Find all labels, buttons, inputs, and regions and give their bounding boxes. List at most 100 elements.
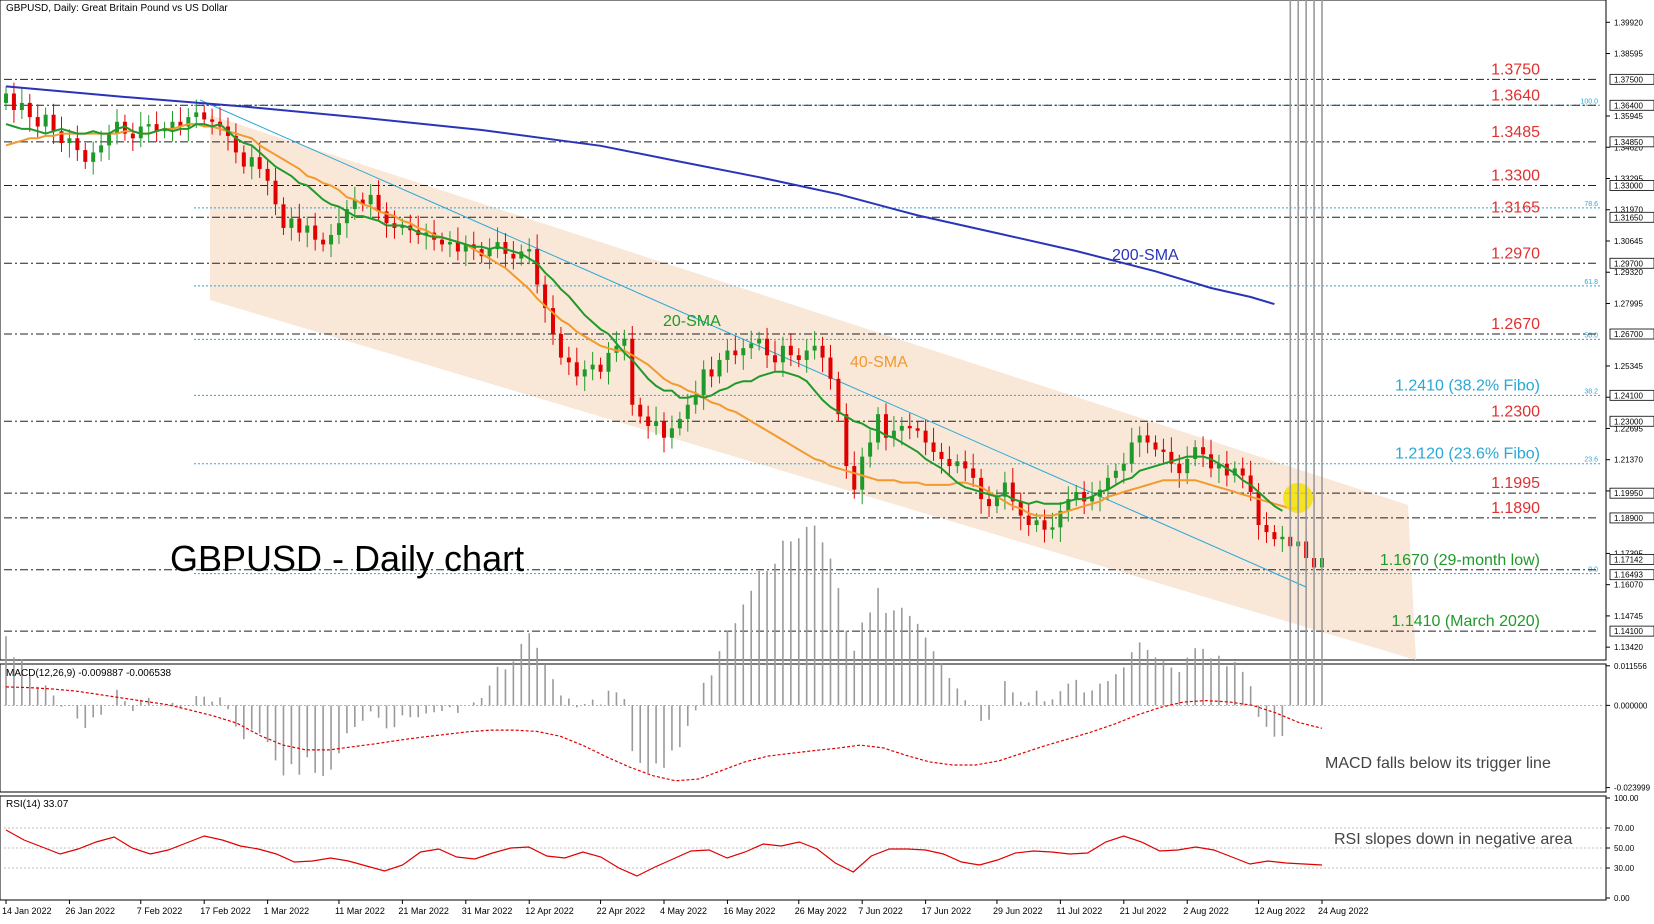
candle-body	[654, 421, 659, 426]
candle-body	[257, 157, 262, 169]
candle-body	[1193, 447, 1198, 459]
level-lines	[4, 78, 1598, 632]
price-box	[1609, 328, 1654, 340]
candle-body	[43, 114, 48, 127]
candle-body	[162, 128, 167, 132]
candle-body	[630, 338, 635, 405]
candle-body	[566, 357, 571, 363]
candle-body	[574, 362, 579, 377]
candle-body	[1066, 499, 1071, 511]
level-label: 1.3300	[1491, 167, 1540, 184]
candle-body	[146, 124, 151, 127]
date-tick-label: 2 Aug 2022	[1183, 906, 1229, 916]
candle-body	[1169, 451, 1174, 464]
candle-body	[495, 242, 500, 250]
candle-body	[1050, 527, 1055, 530]
price-tick-label: 1.34620	[1614, 143, 1643, 152]
candle-body	[1264, 525, 1269, 533]
candle-body	[1058, 510, 1063, 528]
candle-body	[210, 119, 215, 122]
candle-body	[1082, 491, 1087, 502]
candle-body	[384, 211, 389, 224]
candle-body	[590, 364, 595, 370]
candle-body	[1145, 435, 1150, 443]
price-axis: 1.39920 1.38595 1.35945 1.34620 1.33295 1.319…	[1606, 18, 1654, 652]
candle-body	[4, 93, 8, 103]
candle-body	[796, 355, 801, 360]
candle-body	[440, 239, 445, 245]
candle-body	[733, 350, 738, 356]
big-title: GBPUSD - Daily chart	[170, 538, 524, 579]
date-tick-label: 17 Jun 2022	[922, 906, 972, 916]
rsi-tick-label: 30.00	[1614, 864, 1635, 873]
price-tick-label: 1.21370	[1614, 456, 1643, 465]
rsi-tick-label: 50.00	[1614, 844, 1635, 853]
candle-body	[99, 145, 104, 153]
candle-body	[1224, 463, 1229, 476]
price-box	[1609, 136, 1654, 148]
candle-body	[368, 194, 373, 205]
level-label: 1.3485	[1491, 124, 1540, 141]
candle-body	[233, 135, 238, 153]
candle-body	[447, 242, 452, 245]
candle-body	[614, 345, 619, 353]
candle-body	[899, 425, 904, 431]
rsi-axis: 100.00 70.00 50.00 30.00 0.00	[1606, 794, 1639, 903]
price-box-label: 1.23000	[1614, 417, 1643, 426]
candle-body	[1002, 482, 1007, 497]
macd-note: MACD falls below its trigger line	[1325, 755, 1551, 772]
date-tick-label: 24 Aug 2022	[1318, 906, 1369, 916]
candle-body	[455, 242, 460, 252]
price-box-label: 1.36400	[1614, 101, 1643, 110]
sma40-line	[5, 123, 1299, 517]
date-tick-label: 14 Jan 2022	[2, 906, 52, 916]
candle-body	[424, 232, 429, 235]
candle-body	[812, 345, 817, 351]
level-label: 1.2120 (23.6% Fibo)	[1395, 446, 1540, 463]
rsi-note: RSI slopes down in negative area	[1334, 831, 1572, 848]
candle-body	[741, 348, 746, 356]
candle-body	[717, 359, 722, 377]
candle-body	[503, 242, 508, 254]
candle-body	[765, 338, 770, 356]
fibo-ratio: 50.0	[1584, 332, 1598, 339]
candle-body	[297, 218, 302, 233]
candle-body	[1090, 496, 1095, 502]
sma20-line	[5, 122, 1283, 512]
price-box	[1609, 180, 1654, 191]
candle-body	[83, 150, 88, 162]
candle-body	[1034, 520, 1039, 526]
candle-body	[551, 308, 556, 335]
date-tick-label: 21 Mar 2022	[398, 906, 449, 916]
candle-body	[725, 350, 730, 360]
rsi-tick-label: 100.00	[1614, 794, 1639, 803]
candle-body	[336, 223, 341, 235]
date-tick-label: 11 Jul 2022	[1056, 906, 1102, 916]
price-box	[1609, 512, 1654, 524]
candle-body	[1272, 532, 1277, 540]
candle-body	[915, 428, 920, 431]
candle-body	[780, 345, 785, 363]
level-label: 1.2410 (38.2% Fibo)	[1395, 377, 1540, 394]
candle-body	[543, 284, 548, 309]
level-label: 1.2670	[1491, 316, 1540, 333]
candle-body	[677, 418, 682, 429]
candle-body	[1209, 454, 1214, 469]
candle-body	[376, 194, 381, 212]
candle-body	[305, 225, 310, 233]
candle-body	[35, 117, 40, 127]
candle-body	[971, 468, 976, 478]
macd-signal-line	[5, 686, 1323, 782]
price-box-label: 1.34850	[1614, 138, 1643, 147]
date-tick-label: 26 Jan 2022	[65, 906, 115, 916]
candle-body	[19, 102, 24, 110]
date-tick-label: 7 Jun 2022	[858, 906, 903, 916]
candle-body	[1161, 449, 1166, 452]
candle-body	[693, 395, 698, 405]
candle-body	[1177, 463, 1182, 474]
candle-body	[685, 404, 690, 419]
candle-body	[138, 126, 143, 139]
candle-body	[1185, 458, 1190, 474]
